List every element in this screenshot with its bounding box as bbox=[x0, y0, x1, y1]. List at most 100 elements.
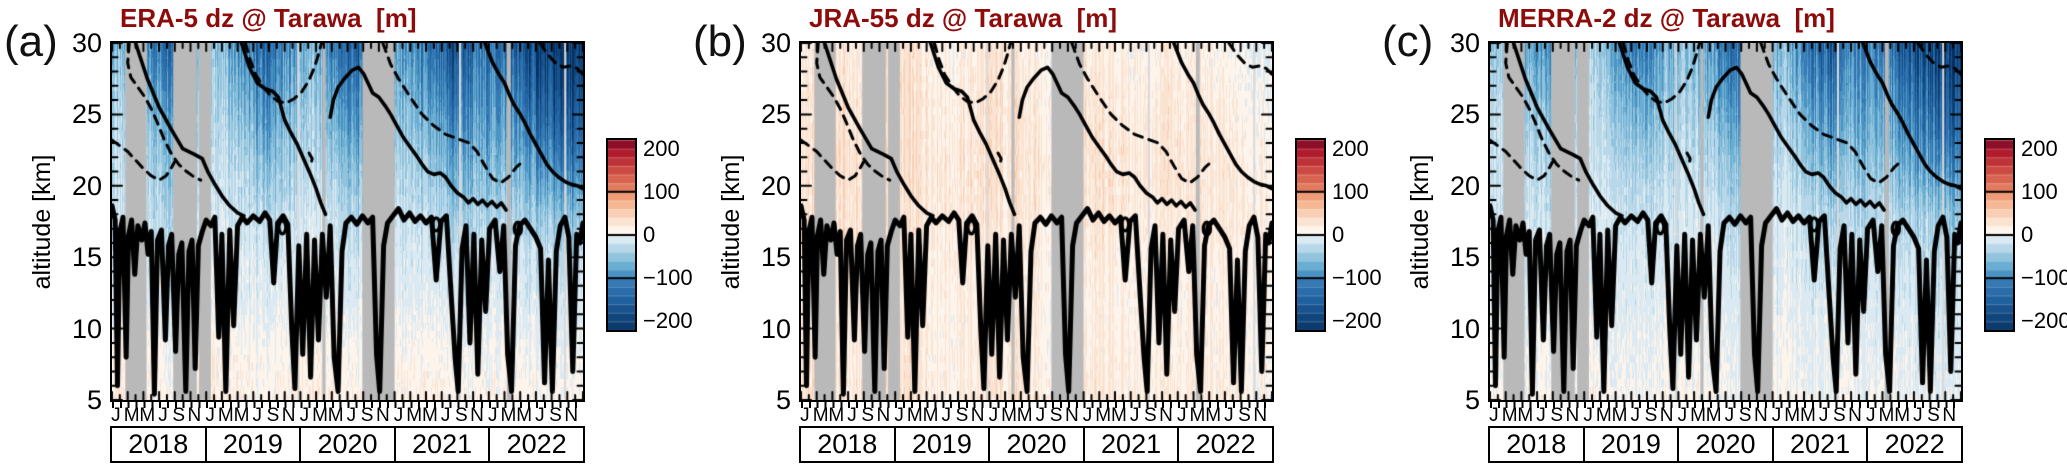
month-tick-label: M bbox=[1189, 405, 1206, 426]
month-tick-label: M bbox=[1001, 405, 1017, 426]
y-tick-label-10: 10 bbox=[71, 313, 102, 344]
colorbar-tick-label: 0 bbox=[2021, 222, 2034, 247]
month-tick-label: J bbox=[252, 405, 262, 426]
month-tick-label: N bbox=[1159, 405, 1173, 426]
heatmap-canvas bbox=[109, 40, 585, 402]
month-tick-label: N bbox=[1753, 405, 1768, 426]
month-tick-label: J bbox=[988, 405, 999, 426]
y-tick-label-15: 15 bbox=[1449, 242, 1480, 273]
month-tick-label: M bbox=[1784, 405, 1801, 426]
month-tick-label: N bbox=[1659, 405, 1674, 426]
colorbar-canvas bbox=[1295, 138, 1326, 332]
month-tick-label: N bbox=[1848, 405, 1862, 426]
month-tick-label: S bbox=[1738, 405, 1752, 426]
month-tick-label: M bbox=[1690, 405, 1706, 426]
month-tick-label: M bbox=[1705, 405, 1722, 426]
month-tick-label: N bbox=[876, 405, 891, 426]
colorbar-tick-label: 200 bbox=[2021, 135, 2058, 161]
month-tick-label: J bbox=[1176, 405, 1187, 426]
y-tick-label-20: 20 bbox=[71, 170, 102, 201]
month-tick-label: M bbox=[1517, 405, 1534, 426]
colorbar-tick-label: 200 bbox=[643, 135, 680, 161]
y-tick-label-5: 5 bbox=[1464, 385, 1480, 415]
y-tick-label-25: 25 bbox=[71, 99, 102, 130]
month-tick-label: M bbox=[123, 405, 140, 426]
month-tick-label: M bbox=[1800, 405, 1816, 426]
month-tick-label: J bbox=[1489, 405, 1499, 426]
month-tick-label: M bbox=[1016, 405, 1033, 426]
month-tick-label: J bbox=[1818, 405, 1829, 426]
month-tick-label: J bbox=[440, 405, 451, 426]
month-tick-label: J bbox=[1082, 405, 1093, 426]
month-tick-label: S bbox=[955, 405, 969, 426]
month-tick-label: J bbox=[1035, 405, 1046, 426]
colorbar-tick-label: 100 bbox=[1332, 178, 1369, 204]
y-axis-label: altitude [km] bbox=[28, 154, 56, 289]
month-tick-label: S bbox=[1143, 405, 1157, 426]
colorbar-tick-label: −100 bbox=[643, 265, 693, 291]
month-tick-label: M bbox=[1111, 405, 1127, 426]
month-tick-label: J bbox=[941, 405, 951, 426]
month-tick-label: S bbox=[172, 405, 186, 426]
year-label-2018: 2018 bbox=[112, 428, 207, 461]
colorbar-tick-label: −100 bbox=[2021, 265, 2067, 291]
month-tick-label: J bbox=[1630, 405, 1640, 426]
y-tick-label-20: 20 bbox=[1449, 170, 1480, 201]
month-tick-label: N bbox=[564, 405, 579, 426]
year-axis: 2018 2019 2020 2021 2022 bbox=[1488, 426, 1963, 463]
year-label-2022: 2022 bbox=[1195, 429, 1256, 459]
month-tick-label: J bbox=[800, 405, 810, 426]
month-tick-label: J bbox=[1536, 405, 1546, 426]
colorbar-tick-label: 100 bbox=[643, 178, 680, 204]
colorbar-canvas bbox=[606, 138, 637, 332]
month-tick-label: J bbox=[346, 405, 357, 426]
year-label-2018: 2018 bbox=[1490, 428, 1585, 461]
month-tick-label: N bbox=[1064, 405, 1079, 426]
panel-c-title: MERRA-2 dz @ Tarawa [m] bbox=[1498, 3, 1835, 33]
month-tick-label: M bbox=[217, 405, 234, 426]
year-label-2019: 2019 bbox=[896, 428, 991, 461]
year-label-2022: 2022 bbox=[506, 429, 567, 459]
panel-b-title: JRA-55 dz @ Tarawa [m] bbox=[809, 3, 1118, 33]
year-label-2020: 2020 bbox=[301, 428, 396, 461]
month-tick-label: S bbox=[266, 405, 280, 426]
year-label-2021: 2021 bbox=[396, 428, 491, 461]
colorbar-tick-label: −200 bbox=[2021, 308, 2067, 334]
month-tick-label: M bbox=[1501, 405, 1518, 426]
month-tick-label: M bbox=[1878, 405, 1895, 426]
month-tick-label: M bbox=[327, 405, 344, 426]
year-label-2021: 2021 bbox=[1774, 428, 1869, 461]
month-tick-label: N bbox=[970, 405, 985, 426]
panel-a-label: (a) bbox=[4, 17, 58, 66]
month-tick-label: S bbox=[1049, 405, 1063, 426]
month-tick-label: J bbox=[1583, 405, 1593, 426]
panel-a-title: ERA-5 dz @ Tarawa [m] bbox=[120, 3, 417, 33]
y-tick-label-30: 30 bbox=[71, 28, 102, 58]
colorbar-tick-label: 0 bbox=[1332, 222, 1345, 247]
panel-b: (b) JRA-55 dz @ Tarawa [m] altitude [km]… bbox=[689, 0, 1382, 473]
month-tick-label: M bbox=[422, 405, 438, 426]
y-tick-label-10: 10 bbox=[760, 313, 791, 344]
year-label-2018: 2018 bbox=[801, 428, 896, 461]
heatmap-canvas bbox=[1487, 40, 1963, 402]
month-tick-label: M bbox=[406, 405, 423, 426]
colorbar-tick-label: −100 bbox=[1332, 265, 1382, 291]
colorbar-tick-label: 100 bbox=[2021, 178, 2058, 204]
y-tick-label-25: 25 bbox=[1449, 99, 1480, 130]
year-axis: 2018 2019 2020 2021 2022 bbox=[110, 426, 585, 463]
month-tick-label: M bbox=[516, 405, 533, 426]
month-tick-label: M bbox=[233, 405, 250, 426]
y-tick-label-30: 30 bbox=[760, 28, 791, 58]
month-tick-label: N bbox=[1565, 405, 1580, 426]
month-tick-label: N bbox=[1253, 405, 1268, 426]
year-label-2021: 2021 bbox=[1085, 428, 1180, 461]
month-tick-label: N bbox=[187, 405, 202, 426]
month-tick-label: N bbox=[1942, 405, 1957, 426]
panel-a: (a) ERA-5 dz @ Tarawa [m] altitude [km] … bbox=[0, 0, 693, 473]
year-axis: 2018 2019 2020 2021 2022 bbox=[799, 426, 1274, 463]
panel-c: (c) MERRA-2 dz @ Tarawa [m] altitude [km… bbox=[1378, 0, 2067, 473]
month-tick-label: S bbox=[1927, 405, 1940, 426]
y-tick-label-30: 30 bbox=[1449, 28, 1480, 58]
month-tick-label: M bbox=[1205, 405, 1222, 426]
month-tick-label: J bbox=[487, 405, 498, 426]
